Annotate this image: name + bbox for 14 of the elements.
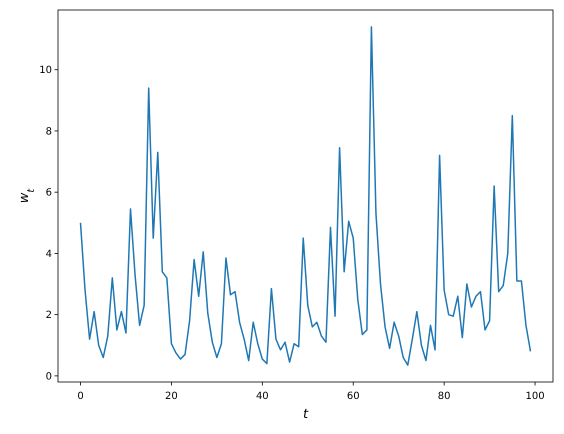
y-tick-label: 4 (46, 248, 52, 260)
x-tick-label: 0 (77, 391, 84, 402)
x-tick-label: 60 (346, 391, 360, 402)
y-tick-label: 2 (46, 310, 52, 322)
y-tick-label: 8 (46, 126, 52, 138)
x-axis-title: t (302, 407, 309, 422)
x-tick-label: 20 (165, 391, 178, 402)
y-tick-label: 10 (39, 65, 52, 76)
x-tick-label: 80 (438, 391, 451, 402)
x-tick-label: 40 (256, 391, 269, 402)
y-tick-label: 0 (46, 371, 52, 382)
x-tick-label: 100 (526, 391, 545, 402)
line-series (80, 26, 532, 366)
y-tick-label: 6 (46, 188, 52, 199)
